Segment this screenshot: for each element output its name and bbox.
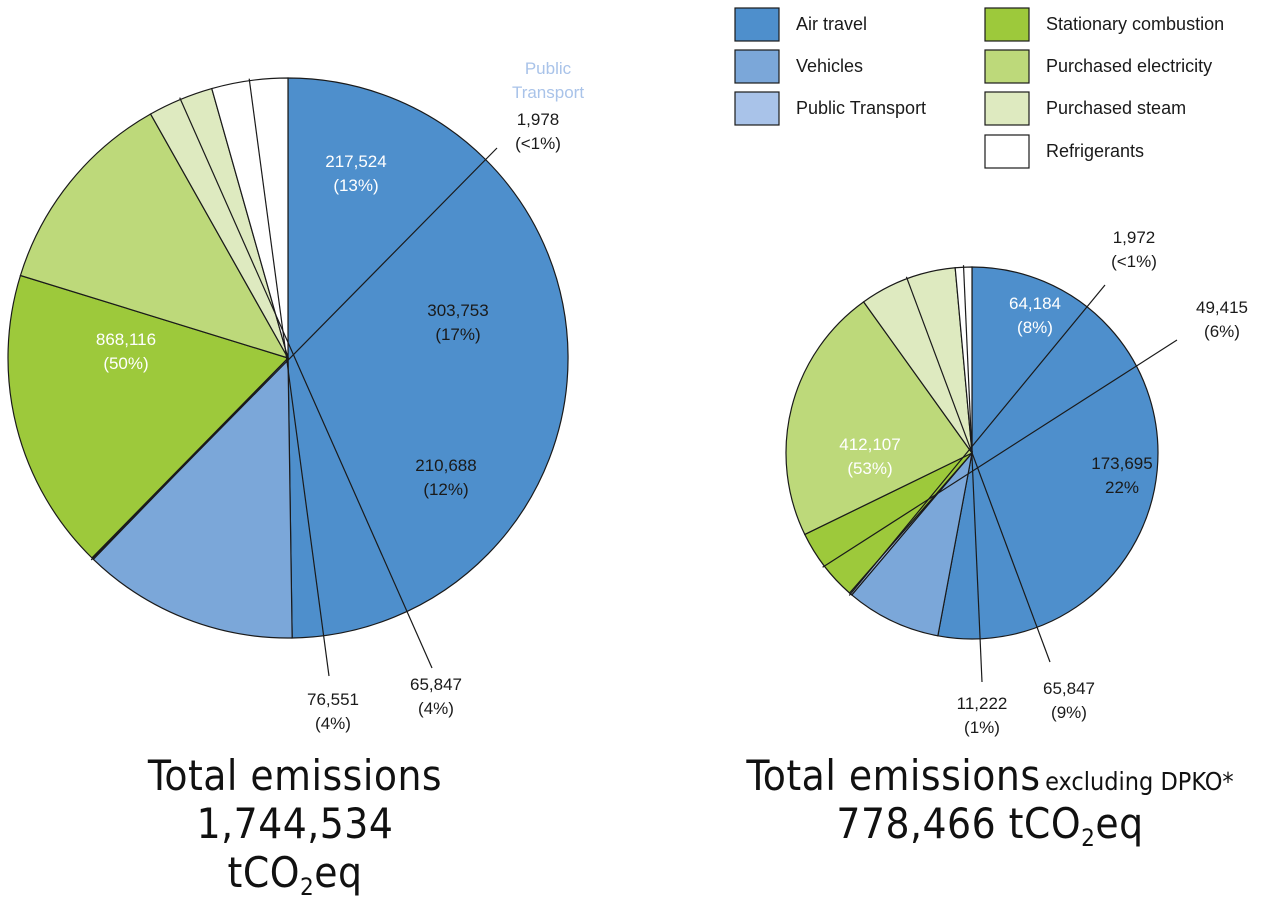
leader-line-purchased-steam bbox=[179, 97, 433, 669]
caption-total-value: 1,744,534 tCO2eq bbox=[196, 799, 394, 901]
leader-line-refrigerants bbox=[248, 78, 330, 677]
value-label-stationary-combustion: 49,415 bbox=[1196, 298, 1248, 317]
pie-chart-total: 868,116 (50%) 217,524 (13%) 1,978 (<1%) Public… bbox=[7, 59, 584, 733]
percent-label-refrigerants: (4%) bbox=[315, 714, 351, 733]
legend-label: Air travel bbox=[796, 14, 867, 34]
legend-item-stationary-combustion: Stationary combustion bbox=[984, 7, 1224, 42]
value-label-purchased-steam: 65,847 bbox=[1043, 679, 1095, 698]
caption-subtitle: excluding DPKO* bbox=[1045, 767, 1234, 796]
percent-label-public-transport: (<1%) bbox=[515, 134, 561, 153]
percent-label-refrigerants: (1%) bbox=[964, 718, 1000, 737]
pie-slice-purchased-electricity bbox=[19, 113, 290, 360]
legend-swatch bbox=[984, 7, 1030, 42]
percent-label-vehicles: (8%) bbox=[1017, 318, 1053, 337]
value-label-air-travel: 412,107 bbox=[839, 435, 900, 454]
legend-item-refrigerants: Refrigerants bbox=[984, 134, 1144, 169]
caption-title: Total emissions bbox=[746, 751, 1041, 800]
value-label-public-transport: 1,978 bbox=[517, 110, 560, 129]
percent-label-air-travel: (50%) bbox=[103, 354, 148, 373]
legend-item-purchased-electricity: Purchased electricity bbox=[984, 49, 1212, 84]
percent-label-stationary-combustion: (17%) bbox=[435, 325, 480, 344]
legend-swatch bbox=[984, 49, 1030, 84]
value-label-purchased-electricity: 210,688 bbox=[415, 456, 476, 475]
percent-label-stationary-combustion: (6%) bbox=[1204, 322, 1240, 341]
legend-item-vehicles: Vehicles bbox=[734, 49, 863, 84]
percent-label-vehicles: (13%) bbox=[333, 176, 378, 195]
value-label-stationary-combustion: 303,753 bbox=[427, 301, 488, 320]
percent-label-air-travel: (53%) bbox=[847, 459, 892, 478]
pie-slice-air-travel bbox=[287, 77, 569, 639]
legend-swatch bbox=[734, 91, 780, 126]
pie-slice-stationary-combustion bbox=[7, 274, 290, 559]
leader-line-public-transport bbox=[848, 284, 1106, 596]
series-label-public-transport: Public bbox=[525, 59, 572, 78]
series-label-public-transport: Transport bbox=[512, 83, 584, 102]
legend-swatch bbox=[984, 134, 1030, 169]
percent-label-purchased-steam: (4%) bbox=[418, 699, 454, 718]
pie-chart-excluding-dpko: 412,107 (53%) 64,184 (8%) 1,972 (<1%) 49,415 (6… bbox=[785, 228, 1248, 737]
caption-title: Total emissions bbox=[147, 751, 443, 800]
legend: Air travel Vehicles Public Transport Statio… bbox=[734, 7, 1224, 169]
caption-excluding-dpko: Total emissions excluding DPKO* 778,466 … bbox=[720, 751, 1260, 853]
value-label-air-travel: 868,116 bbox=[96, 330, 156, 349]
leader-line-public-transport bbox=[90, 147, 498, 561]
value-label-public-transport: 1,972 bbox=[1113, 228, 1156, 247]
percent-label-purchased-steam: (9%) bbox=[1051, 703, 1087, 722]
pie-slice-air-travel bbox=[937, 266, 1159, 640]
value-label-vehicles: 217,524 bbox=[325, 152, 386, 171]
value-label-purchased-electricity: 173,695 bbox=[1091, 454, 1152, 473]
charts-canvas: Air travel Vehicles Public Transport Statio… bbox=[7, 7, 1248, 737]
value-label-purchased-steam: 65,847 bbox=[410, 675, 462, 694]
legend-label: Stationary combustion bbox=[1046, 14, 1224, 34]
legend-label: Purchased steam bbox=[1046, 98, 1186, 118]
leader-line-refrigerants bbox=[962, 265, 983, 683]
caption-total-value: 778,466 tCO2eq bbox=[836, 799, 1144, 853]
percent-label-purchased-electricity: (12%) bbox=[423, 480, 468, 499]
legend-label: Refrigerants bbox=[1046, 141, 1144, 161]
legend-item-air-travel: Air travel bbox=[734, 7, 867, 42]
legend-label: Public Transport bbox=[796, 98, 926, 118]
legend-item-public-transport: Public Transport bbox=[734, 91, 926, 126]
pie-slice-vehicles bbox=[850, 450, 974, 637]
caption-title-line: Total emissions excluding DPKO* bbox=[720, 751, 1260, 800]
pie-slice-vehicles bbox=[92, 356, 293, 639]
leader-line-stationary-combustion bbox=[822, 339, 1178, 568]
pie-slice-purchased-electricity bbox=[785, 301, 973, 536]
legend-label: Purchased electricity bbox=[1046, 56, 1212, 76]
value-label-vehicles: 64,184 bbox=[1009, 294, 1061, 313]
value-label-refrigerants: 76,551 bbox=[307, 690, 359, 709]
legend-label: Vehicles bbox=[796, 56, 863, 76]
legend-swatch bbox=[984, 91, 1030, 126]
caption-total: Total emissions 1,744,534 tCO2eq bbox=[135, 751, 455, 901]
leader-line-purchased-steam bbox=[905, 276, 1051, 663]
percent-label-purchased-electricity: 22% bbox=[1105, 478, 1139, 497]
legend-swatch bbox=[734, 49, 780, 84]
legend-swatch bbox=[734, 7, 780, 42]
legend-item-purchased-steam: Purchased steam bbox=[984, 91, 1186, 126]
value-label-refrigerants: 11,222 bbox=[957, 694, 1008, 713]
percent-label-public-transport: (<1%) bbox=[1111, 252, 1157, 271]
